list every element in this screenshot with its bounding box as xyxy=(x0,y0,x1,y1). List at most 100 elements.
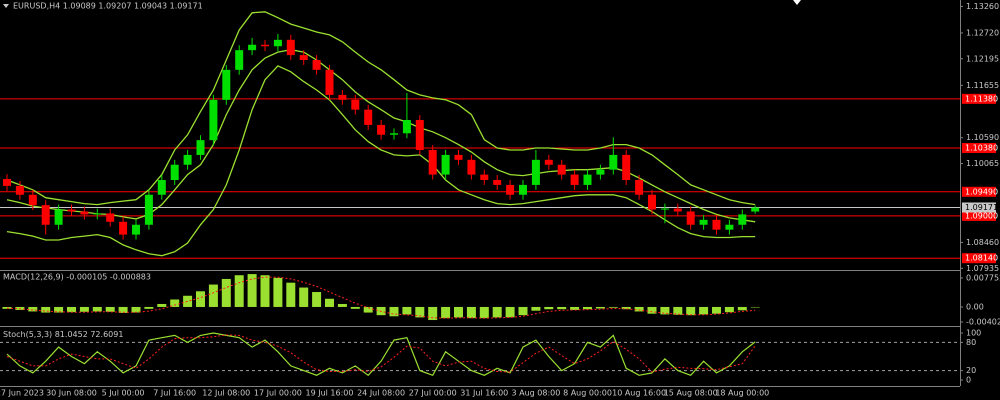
macd-bar xyxy=(92,306,102,312)
macd-bar xyxy=(505,306,515,318)
candle-body xyxy=(3,179,11,186)
candle-body xyxy=(106,213,115,222)
candle-body xyxy=(80,211,89,215)
y-tick-label: 0 xyxy=(966,376,971,385)
macd-bar xyxy=(454,306,463,318)
macd-bar xyxy=(79,306,89,312)
symbol-menu-icon[interactable] xyxy=(3,4,9,8)
x-tick-label: 24 Jul 08:00 xyxy=(357,389,405,398)
candle-body xyxy=(196,140,205,155)
macd-bar xyxy=(634,306,644,312)
y-tick-label: 0.00 xyxy=(966,302,984,311)
macd-bar xyxy=(286,282,296,307)
level-label: 1.10380 xyxy=(965,144,998,153)
level-label: 1.09000 xyxy=(965,211,998,220)
macd-bar xyxy=(67,306,76,313)
macd-bar xyxy=(712,306,721,314)
macd-bar xyxy=(466,306,476,319)
panel-title: MACD(12,26,9) -0.000105 -0.000883 xyxy=(3,273,151,282)
macd-bar xyxy=(570,306,580,310)
candle-body xyxy=(467,159,476,175)
level-label: 1.08140 xyxy=(965,254,998,263)
level-label-bg xyxy=(962,253,996,264)
candle-body xyxy=(41,205,50,225)
candle-body xyxy=(209,99,218,141)
macd-bar xyxy=(647,306,657,314)
y-tick-label: 1.08460 xyxy=(966,238,999,247)
band-line xyxy=(6,11,756,206)
candle-body xyxy=(428,150,437,175)
level-label-bg xyxy=(962,210,996,221)
macd-bar xyxy=(621,306,631,310)
candle-body xyxy=(286,39,295,56)
macd-bar xyxy=(260,275,270,307)
x-tick-label: 7 Jul 16:00 xyxy=(153,389,196,398)
candle-body xyxy=(132,224,140,235)
candle-body xyxy=(557,164,566,175)
y-tick-label: 1.13260 xyxy=(966,2,999,11)
macd-bar xyxy=(170,299,180,307)
x-tick-label: 27 Jul 00:00 xyxy=(409,389,457,398)
macd-bar xyxy=(54,306,64,313)
x-tick-label: 5 Jul 00:00 xyxy=(102,389,145,398)
candle-body xyxy=(351,99,360,110)
candle-body xyxy=(144,194,153,225)
macd-bar xyxy=(724,306,734,313)
y-tick-label: 20 xyxy=(966,366,976,375)
macd-bar xyxy=(402,306,412,315)
macd-bar xyxy=(750,306,760,308)
macd-bar xyxy=(273,277,283,307)
level-label-bg xyxy=(962,186,996,197)
macd-signal xyxy=(6,276,756,319)
macd-bar xyxy=(415,306,425,318)
x-tick-label: 18 Aug 00:00 xyxy=(715,389,769,398)
y-tick-label: 1.10065 xyxy=(966,159,999,168)
candle-body xyxy=(751,207,760,212)
level-label: 1.11380 xyxy=(965,94,998,103)
candle-body xyxy=(738,214,747,225)
candle-body xyxy=(544,159,553,165)
candle-body xyxy=(673,208,682,212)
candle-body xyxy=(686,211,695,225)
macd-bar xyxy=(28,306,38,312)
candle-body xyxy=(222,69,231,100)
macd-bar xyxy=(660,306,670,315)
macd-bar xyxy=(157,303,167,307)
band-line xyxy=(6,65,756,257)
candle-body xyxy=(338,94,347,100)
macd-bar xyxy=(208,284,218,307)
candle-body xyxy=(170,164,179,180)
x-tick-label: 10 Aug 16:00 xyxy=(612,389,666,398)
band-line xyxy=(6,49,756,223)
x-tick-label: 15 Aug 08:00 xyxy=(664,389,718,398)
candle-body xyxy=(493,180,502,185)
stoch-signal xyxy=(6,334,756,373)
x-tick-label: 30 Jun 08:00 xyxy=(46,389,97,398)
macd-bar xyxy=(441,306,451,319)
macd-bar xyxy=(595,306,605,309)
macd-bar xyxy=(363,306,373,313)
macd-bar xyxy=(350,306,360,309)
candle-body xyxy=(660,208,669,210)
macd-bar xyxy=(299,287,309,307)
x-tick-label: 12 Jul 08:00 xyxy=(202,389,250,398)
macd-bar xyxy=(557,306,567,310)
candle-body xyxy=(248,44,257,51)
macd-bar xyxy=(544,306,554,310)
candle-body xyxy=(28,194,37,206)
level-label: 1.09490 xyxy=(965,187,998,196)
candle-body xyxy=(93,213,102,215)
macd-bar xyxy=(234,275,244,307)
candle-body xyxy=(183,154,192,165)
candle-body xyxy=(261,44,269,47)
macd-bar xyxy=(673,306,683,315)
candle-body xyxy=(325,69,334,95)
candle-body xyxy=(157,180,166,195)
macd-bar xyxy=(247,274,257,307)
macd-bar xyxy=(183,295,193,307)
macd-bar xyxy=(428,306,438,321)
x-tick-label: 19 Jul 16:00 xyxy=(306,389,354,398)
macd-bar xyxy=(41,306,51,313)
price-label-bg xyxy=(962,202,996,213)
candle-body xyxy=(119,221,128,235)
